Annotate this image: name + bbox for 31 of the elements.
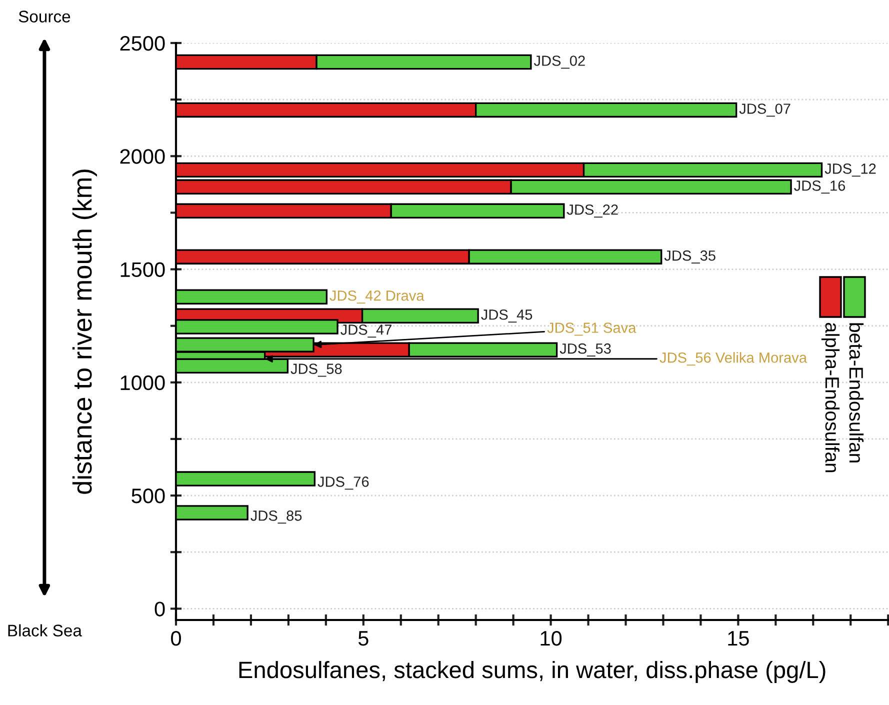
y-axis-title: distance to river mouth (km)	[72, 170, 98, 494]
annotation: JDS_22	[566, 204, 618, 218]
annotation: JDS_42 Drava	[330, 290, 424, 304]
annotation: JDS_02	[534, 56, 585, 69]
x-axis-title: Endosulfanes, stacked sums, in water, diss.phase (pg/L)	[239, 660, 826, 683]
annotation: JDS_07	[739, 104, 790, 117]
annotation: JDS_53	[560, 343, 611, 356]
y-tick-label: 0	[154, 602, 165, 616]
annotation: JDS_45	[481, 309, 532, 323]
x-tick-label: 5	[358, 631, 368, 646]
y-tick-label: 500	[132, 488, 165, 504]
annotation: JDS_56 Velika Morava	[660, 352, 808, 366]
y-tick-label: 2500	[120, 36, 165, 51]
y-tick-label: 2000	[120, 149, 165, 164]
annotation: JDS_12	[824, 164, 876, 177]
x-tick-label: 15	[728, 631, 749, 646]
annotation: JDS_76	[318, 476, 369, 490]
annotation: JDS_85	[250, 510, 302, 524]
y-tick-label: 1500	[120, 262, 165, 278]
y-tick-label: 1000	[120, 375, 165, 390]
x-tick-label: 0	[171, 630, 181, 646]
annotation: JDS_47	[340, 324, 392, 338]
text: Source	[18, 10, 70, 22]
annotation: JDS_16	[794, 180, 846, 194]
legend-label: alpha-Endosulfan	[821, 322, 840, 472]
annotation: JDS_35	[664, 250, 716, 264]
text: Black Sea	[8, 624, 82, 636]
x-tick-label: 10	[540, 630, 562, 646]
annotation: JDS_51 Sava	[547, 322, 636, 336]
annotation: JDS_58	[290, 364, 342, 377]
legend-label: beta-Endosulfan	[849, 323, 864, 462]
